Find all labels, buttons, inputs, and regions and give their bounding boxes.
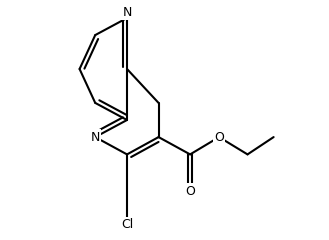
Text: N: N [90,131,100,144]
Text: Cl: Cl [121,218,133,231]
Text: O: O [214,131,224,144]
Text: O: O [185,185,195,198]
Text: N: N [122,6,132,18]
